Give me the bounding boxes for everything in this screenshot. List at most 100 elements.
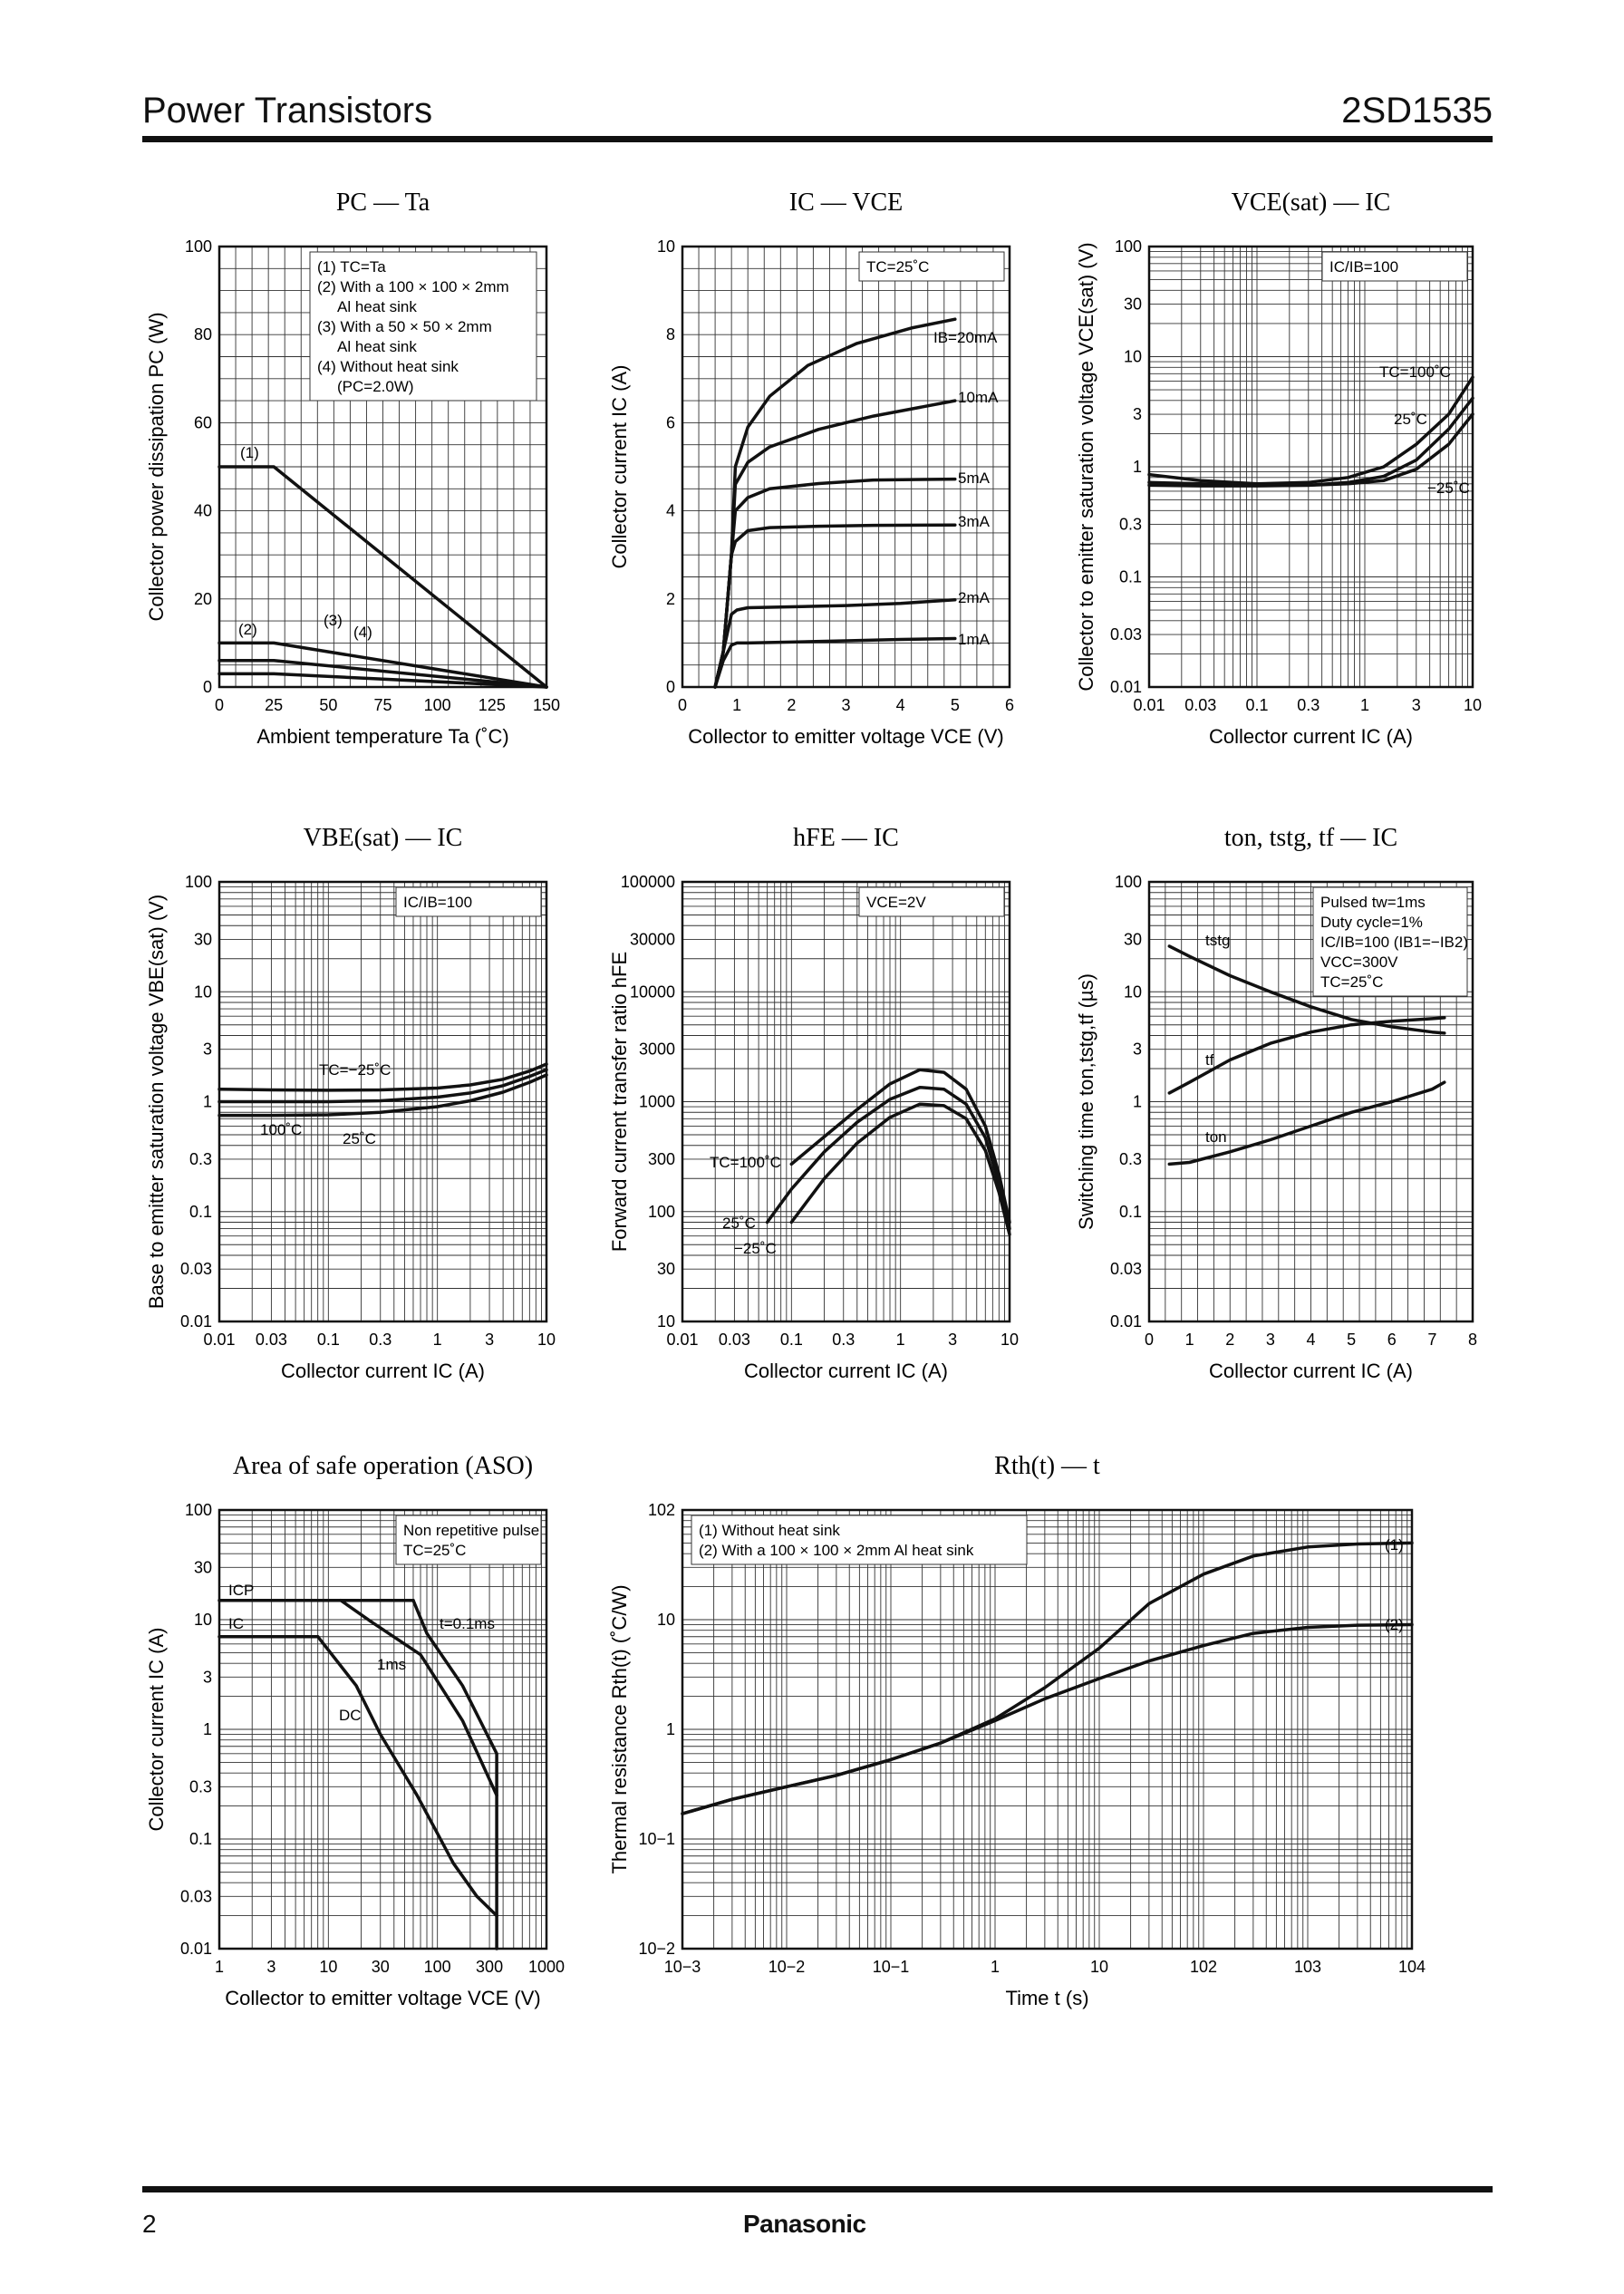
series-line-2 [218,1073,548,1118]
series-line-0 [1167,944,1446,1035]
x-tick-label: 5 [951,696,960,714]
series-label: TC=−25˚C [319,1061,391,1079]
annotation-line: TC=25˚C [1320,973,1383,991]
series-label: TC=100˚C [710,1154,781,1171]
series-label: −25˚C [734,1240,777,1257]
series-label: t=0.1ms [440,1615,495,1632]
y-tick-label: 3 [1133,1041,1142,1059]
y-tick-label: 0.03 [1110,1260,1142,1278]
y-tick-label: 1 [203,1093,212,1111]
chart-hfe_ic: 0.01 0.03 0.1 0.3 1 3 10 10 30 100 300 1000 3000 1000… [608,824,1019,1382]
annotation-line: (2) With a 100 × 100 × 2mm [317,278,509,295]
y-tick-label: 0.3 [189,1777,212,1796]
annotation-line: (3) With a 50 × 50 × 2mm [317,318,492,335]
y-tick-label: 10 [657,1611,675,1629]
series-label: (3) [324,612,343,629]
x-tick-label: 2 [1225,1331,1234,1349]
chart-grid [682,881,1010,1322]
chart-title: Rth(t) — t [994,1452,1100,1480]
x-tick-label: 1 [1360,696,1369,714]
y-tick-label: 10 [1124,982,1142,1001]
y-tick-label: 3 [1133,405,1142,423]
y-axis-label: Base to emitter saturation voltage VBE(s… [145,895,168,1309]
x-tick-label: 3 [485,1331,494,1349]
chart-title: IC — VCE [789,189,904,217]
y-axis-label: Switching time ton,tstg,tf (µs) [1075,973,1097,1230]
y-tick-label: 100 [648,1203,675,1221]
plot-frame [681,1508,1414,1950]
x-tick-label: 0 [678,696,687,714]
x-axis-label: Collector current IC (A) [1209,1360,1413,1382]
annotation-box [395,886,542,917]
y-tick-label: 0.3 [1119,516,1142,534]
series-label: tstg [1205,932,1230,949]
series-group [713,317,957,689]
y-tick-label: 1 [203,1720,212,1738]
x-tick-label: 10 [319,1958,337,1976]
y-tick-label: 2 [666,590,675,608]
series-line-5 [713,636,957,689]
series-line-1 [218,641,548,689]
x-tick-label: 100 [424,696,451,714]
x-axis-label: Collector current IC (A) [281,1360,485,1382]
x-tick-label: 75 [373,696,392,714]
x-tick-label: 102 [1190,1958,1217,1976]
x-tick-label: 1 [433,1331,442,1349]
annotation-line: TC=25˚C [866,258,929,276]
y-tick-label: 30 [194,1558,212,1576]
annotation-box [691,1515,1028,1565]
series-label: −25˚C [1427,479,1470,497]
annotation-box [1321,251,1468,282]
x-tick-label: 10 [537,1331,556,1349]
x-tick-label: 4 [1306,1331,1315,1349]
y-tick-label: 80 [194,325,212,344]
series-label: 1mA [958,631,991,648]
y-tick-label: 30 [657,1260,675,1278]
x-tick-label: 0.03 [719,1331,750,1349]
series-line-1 [681,1622,1414,1815]
annotation-line: (2) With a 100 × 100 × 2mm Al heat sink [699,1542,974,1559]
x-tick-label: 25 [265,696,283,714]
y-tick-label: 1 [1133,458,1142,476]
y-tick-label: 0.03 [1110,625,1142,644]
x-tick-label: 150 [533,696,560,714]
series-group [218,465,548,689]
x-tick-label: 2 [787,696,796,714]
x-tick-label: 0.1 [780,1331,803,1349]
x-tick-label: 0.1 [1245,696,1268,714]
series-label: IB=20mA [933,329,998,346]
y-tick-label: 100 [1115,237,1142,256]
y-tick-label: 100 [185,873,212,891]
annotation-line: Al heat sink [337,298,417,315]
series-label: (1) [1385,1536,1404,1554]
series-label: ICP [228,1582,254,1599]
y-tick-label: 100 [1115,873,1142,891]
series-group [765,1068,1011,1236]
x-tick-label: 1 [732,696,741,714]
y-tick-label: 30 [1124,930,1142,948]
y-tick-label: 30 [194,930,212,948]
x-tick-label: 0.3 [369,1331,392,1349]
annotation-box [1312,886,1468,997]
series-line-4 [713,598,957,689]
x-tick-label: 10 [1464,696,1482,714]
x-tick-label: 0 [215,696,224,714]
chart-title: ton, tstg, tf — IC [1224,824,1397,852]
annotation-line: VCE=2V [866,894,926,911]
x-tick-label: 10 [1000,1331,1019,1349]
y-tick-label: 3 [203,1668,212,1686]
series-label: 2mA [958,589,991,606]
annotation-line: (PC=2.0W) [337,378,414,395]
x-tick-label: 10 [1090,1958,1108,1976]
x-tick-label: 125 [478,696,506,714]
series-line-1 [765,1085,1011,1231]
y-tick-label: 10 [1124,348,1142,366]
x-tick-label: 1000 [528,1958,565,1976]
x-tick-label: 100 [424,1958,451,1976]
series-line-2 [1167,1080,1446,1166]
x-tick-label: 1 [1185,1331,1194,1349]
y-tick-label: 10 [194,982,212,1001]
chart-title: VCE(sat) — IC [1232,189,1391,217]
x-tick-label: 4 [896,696,905,714]
series-line-1 [1167,1016,1446,1095]
